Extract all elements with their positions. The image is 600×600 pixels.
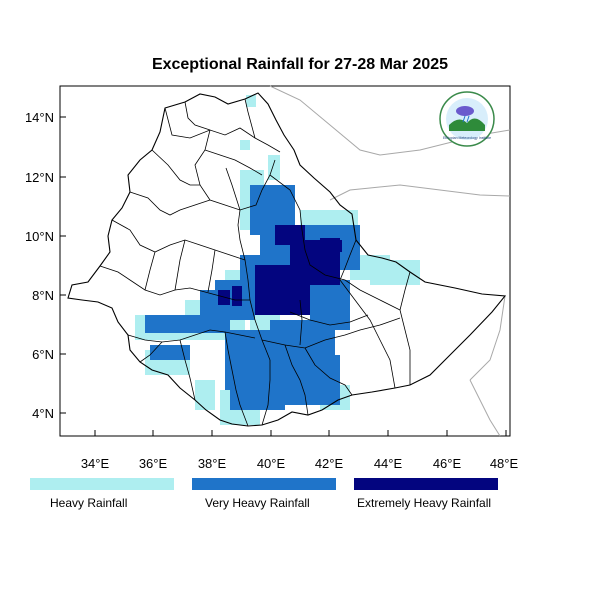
emi-logo: Ethiopian Meteorology Institute	[439, 91, 495, 147]
x-tick-label: 34°E	[81, 456, 110, 471]
y-tick-label: 4°N	[32, 406, 54, 421]
ethiopia-outline	[67, 92, 507, 427]
rainfall-cell	[255, 265, 310, 315]
x-tick-label: 44°E	[374, 456, 403, 471]
rainfall-cells	[135, 95, 420, 425]
map-title: Exceptional Rainfall for 27-28 Mar 2025	[151, 56, 449, 73]
rainfall-cell	[246, 95, 256, 107]
x-tick-labels: 34°E 36°E 38°E 40°E 42°E 44°E 46°E 48°E	[81, 456, 519, 471]
legend-swatch-heavy	[30, 478, 174, 490]
rainfall-cell	[240, 140, 250, 150]
y-tick-label: 10°N	[25, 229, 54, 244]
rainfall-cell	[275, 225, 305, 245]
rainfall-cell	[285, 355, 340, 405]
rainfall-cell	[232, 286, 242, 306]
x-tick-label: 40°E	[257, 456, 286, 471]
x-tick-label: 38°E	[198, 456, 227, 471]
region-boundaries	[99, 98, 411, 427]
x-tick-label: 36°E	[139, 456, 168, 471]
x-tick-label: 48°E	[490, 456, 519, 471]
x-tick-label: 42°E	[315, 456, 344, 471]
y-tick-labels: 14°N 12°N 10°N 8°N 6°N 4°N	[25, 110, 54, 421]
y-tick-label: 12°N	[25, 170, 54, 185]
axis-ticks	[60, 116, 507, 436]
y-tick-label: 6°N	[32, 347, 54, 362]
rainfall-cell	[150, 345, 190, 360]
legend-label-extremely-heavy: Extremely Heavy Rainfall	[357, 496, 492, 510]
x-tick-label: 46°E	[433, 456, 462, 471]
legend-swatch-very-heavy	[192, 478, 336, 490]
rainfall-cell	[268, 155, 280, 180]
legend-label-heavy: Heavy Rainfall	[50, 496, 128, 510]
rainfall-cell	[330, 240, 342, 252]
rainfall-cell	[230, 370, 285, 410]
logo-text: Ethiopian Meteorology Institute	[443, 136, 491, 140]
y-tick-label: 14°N	[25, 110, 54, 125]
rainfall-cell	[218, 290, 230, 305]
rainfall-cell	[195, 380, 215, 410]
legend-label-very-heavy: Very Heavy Rainfall	[205, 496, 310, 510]
y-tick-label: 8°N	[32, 288, 54, 303]
legend-swatch-extremely-heavy	[354, 478, 498, 490]
